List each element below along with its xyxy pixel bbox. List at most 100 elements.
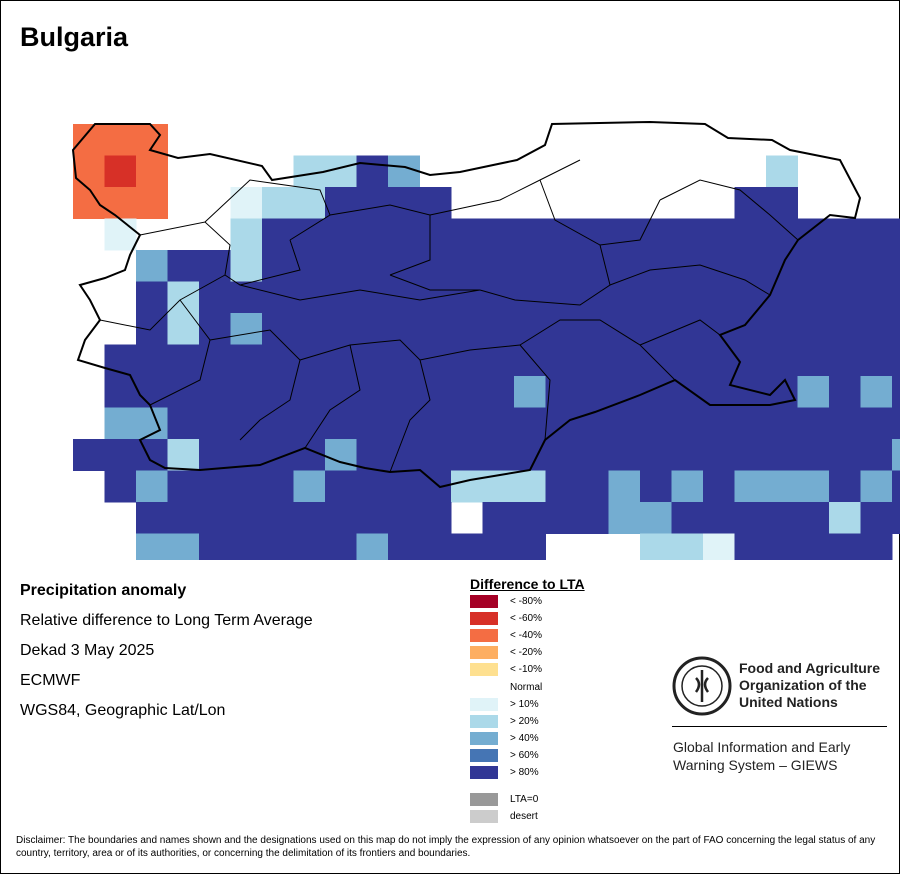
disclaimer: Disclaimer: The boundaries and names sho… — [16, 835, 876, 859]
anomaly-cell — [766, 281, 798, 314]
anomaly-cell — [671, 344, 704, 377]
anomaly-cell — [167, 407, 200, 440]
anomaly-cell — [797, 533, 830, 560]
anomaly-cell — [293, 407, 326, 440]
anomaly-cell — [608, 344, 641, 377]
anomaly-cell — [293, 376, 326, 408]
anomaly-cell — [766, 502, 798, 534]
anomaly-cell — [640, 439, 672, 471]
anomaly-cell — [451, 439, 483, 471]
anomaly-cell — [325, 281, 357, 314]
anomaly-cell — [860, 281, 893, 314]
anomaly-cell — [514, 533, 546, 560]
anomaly-cell — [136, 250, 168, 282]
anomaly-cell — [419, 313, 452, 345]
anomaly-cell — [797, 407, 830, 440]
anomaly-cell — [640, 533, 672, 560]
anomaly-cell — [136, 533, 168, 560]
anomaly-cell — [671, 533, 704, 560]
anomaly-grid — [73, 124, 900, 560]
anomaly-cell — [703, 313, 735, 345]
anomaly-cell — [73, 439, 105, 471]
anomaly-cell — [167, 313, 200, 345]
anomaly-cell — [829, 218, 861, 251]
anomaly-cell — [892, 281, 900, 314]
anomaly-cell — [388, 533, 420, 560]
fao-emblem-icon — [672, 656, 732, 716]
anomaly-cell — [829, 470, 861, 503]
anomaly-cell — [451, 250, 483, 282]
anomaly-cell — [766, 155, 798, 188]
anomaly-cell — [388, 407, 420, 440]
anomaly-cell — [514, 218, 546, 251]
anomaly-cell — [104, 439, 137, 471]
anomaly-cell — [167, 344, 200, 377]
anomaly-cell — [577, 439, 609, 471]
legend-label: Normal — [510, 682, 543, 693]
anomaly-cell — [545, 439, 578, 471]
anomaly-cell — [136, 376, 168, 408]
anomaly-cell — [104, 155, 137, 188]
legend-label: > 20% — [510, 716, 539, 727]
anomaly-cell — [797, 313, 830, 345]
anomaly-cell — [797, 344, 830, 377]
anomaly-cell — [419, 218, 452, 251]
anomaly-cell — [199, 533, 231, 560]
anomaly-cell — [104, 218, 137, 251]
anomaly-cell — [892, 313, 900, 345]
anomaly-cell — [734, 218, 767, 251]
anomaly-cell — [73, 155, 105, 188]
anomaly-cell — [829, 533, 861, 560]
anomaly-cell — [797, 470, 830, 503]
anomaly-cell — [545, 250, 578, 282]
anomaly-cell — [230, 250, 263, 282]
province-borders — [99, 159, 799, 473]
anomaly-cell — [640, 470, 672, 503]
info-line-2: Dekad 3 May 2025 — [20, 642, 155, 659]
anomaly-cell — [230, 344, 263, 377]
anomaly-cell — [325, 533, 357, 560]
anomaly-cell — [482, 502, 515, 534]
anomaly-cell — [545, 502, 578, 534]
anomaly-cell — [262, 470, 294, 503]
anomaly-cell — [545, 344, 578, 377]
anomaly-cell — [766, 313, 798, 345]
anomaly-cell — [325, 502, 357, 534]
anomaly-cell — [577, 470, 609, 503]
anomaly-cell — [734, 407, 767, 440]
anomaly-cell — [482, 439, 515, 471]
anomaly-cell — [514, 502, 546, 534]
anomaly-cell — [482, 376, 515, 408]
anomaly-cell — [703, 218, 735, 251]
anomaly-cell — [230, 313, 263, 345]
anomaly-cell — [262, 376, 294, 408]
anomaly-cell — [262, 313, 294, 345]
anomaly-cell — [230, 187, 263, 219]
anomaly-cell — [860, 218, 893, 251]
anomaly-cell — [262, 533, 294, 560]
anomaly-cell — [671, 502, 704, 534]
anomaly-cell — [766, 344, 798, 377]
anomaly-cell — [608, 218, 641, 251]
anomaly-cell — [482, 281, 515, 314]
anomaly-cell — [829, 376, 861, 408]
anomaly-cell — [104, 187, 137, 219]
anomaly-cell — [482, 218, 515, 251]
anomaly-cell — [860, 407, 893, 440]
legend-label: < -20% — [510, 647, 542, 658]
anomaly-cell — [419, 344, 452, 377]
anomaly-cell — [388, 218, 420, 251]
anomaly-cell — [199, 407, 231, 440]
anomaly-cell — [766, 533, 798, 560]
anomaly-cell — [388, 155, 420, 188]
anomaly-cell — [230, 218, 263, 251]
anomaly-cell — [797, 502, 830, 534]
anomaly-cell — [451, 407, 483, 440]
anomaly-cell — [325, 344, 357, 377]
anomaly-cell — [892, 218, 900, 251]
legend-label: < -60% — [510, 613, 542, 624]
anomaly-cell — [419, 533, 452, 560]
anomaly-cell — [167, 502, 200, 534]
anomaly-cell — [136, 155, 168, 188]
anomaly-cell — [671, 470, 704, 503]
